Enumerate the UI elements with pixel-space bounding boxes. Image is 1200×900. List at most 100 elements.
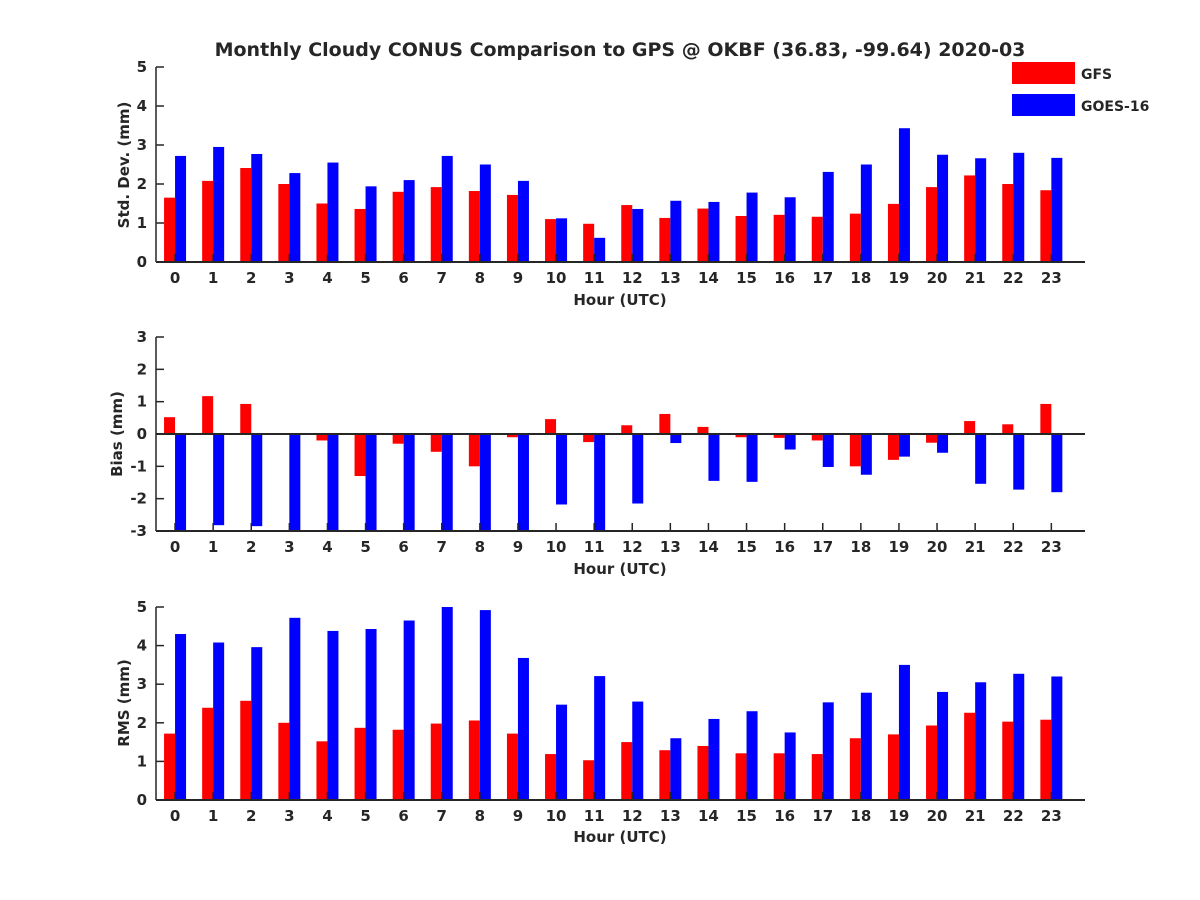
bar-gfs-hour-15 xyxy=(735,215,747,262)
bar-gfs-hour-1 xyxy=(202,180,214,262)
bar-goes-hour-6 xyxy=(403,620,415,800)
x-tick-label: 3 xyxy=(284,269,294,287)
bar-goes-hour-21 xyxy=(975,158,987,262)
x-tick-label: 4 xyxy=(322,538,332,556)
bar-goes-hour-19 xyxy=(898,128,910,262)
bar-goes-hour-19 xyxy=(898,664,910,800)
y-tick-label: 1 xyxy=(137,393,147,411)
bar-goes-hour-14 xyxy=(708,718,720,800)
bar-gfs-hour-0 xyxy=(164,197,176,262)
y-tick-label: 0 xyxy=(137,253,147,271)
x-tick-label: 2 xyxy=(246,807,256,825)
bar-gfs-hour-19 xyxy=(887,434,899,460)
bar-goes-hour-12 xyxy=(632,434,644,504)
bar-goes-hour-18 xyxy=(860,164,872,262)
x-tick-label: 8 xyxy=(475,538,485,556)
y-axis-label: Bias (mm) xyxy=(108,391,126,477)
x-tick-label: 17 xyxy=(812,269,833,287)
x-tick-label: 16 xyxy=(774,807,795,825)
x-tick-label: 21 xyxy=(965,269,986,287)
bar-goes-hour-4 xyxy=(327,630,339,800)
bar-gfs-hour-9 xyxy=(506,434,518,438)
legend-label-gfs: GFS xyxy=(1081,67,1112,83)
x-tick-label: 1 xyxy=(208,538,218,556)
bar-gfs-hour-18 xyxy=(849,213,861,262)
bar-gfs-hour-1 xyxy=(202,396,214,434)
bar-goes-hour-6 xyxy=(403,434,415,531)
bar-goes-hour-5 xyxy=(365,629,377,800)
bar-goes-hour-23 xyxy=(1051,157,1063,262)
bar-gfs-hour-11 xyxy=(583,434,595,443)
bar-gfs-hour-18 xyxy=(849,434,861,467)
x-tick-label: 17 xyxy=(812,807,833,825)
chart-title: Monthly Cloudy CONUS Comparison to GPS @… xyxy=(215,39,1026,61)
bar-goes-hour-19 xyxy=(898,434,910,457)
x-tick-label: 11 xyxy=(584,269,605,287)
bar-gfs-hour-16 xyxy=(773,214,785,262)
bar-goes-hour-17 xyxy=(822,434,834,467)
bar-gfs-hour-10 xyxy=(545,419,557,434)
bar-goes-hour-21 xyxy=(975,682,987,800)
bar-gfs-hour-20 xyxy=(926,187,938,262)
bar-goes-hour-8 xyxy=(479,164,491,262)
bar-gfs-hour-9 xyxy=(506,194,518,262)
x-tick-label: 22 xyxy=(1003,538,1024,556)
x-tick-label: 5 xyxy=(360,538,370,556)
x-tick-label: 1 xyxy=(208,807,218,825)
bar-gfs-hour-8 xyxy=(468,720,480,800)
x-tick-label: 12 xyxy=(622,807,643,825)
bar-gfs-hour-12 xyxy=(621,742,633,800)
x-tick-label: 17 xyxy=(812,538,833,556)
x-tick-label: 5 xyxy=(360,807,370,825)
y-tick-label: -2 xyxy=(130,490,147,508)
x-tick-label: 6 xyxy=(398,269,408,287)
bar-gfs-hour-2 xyxy=(240,168,252,262)
x-tick-label: 11 xyxy=(584,807,605,825)
bar-goes-hour-13 xyxy=(670,200,682,262)
x-tick-label: 10 xyxy=(546,807,567,825)
x-tick-label: 15 xyxy=(736,538,757,556)
bar-gfs-hour-20 xyxy=(926,434,938,443)
bar-goes-hour-12 xyxy=(632,208,644,262)
bar-gfs-hour-21 xyxy=(964,175,976,262)
bar-goes-hour-13 xyxy=(670,738,682,800)
bar-gfs-hour-9 xyxy=(506,733,518,800)
bar-gfs-hour-17 xyxy=(811,434,823,441)
bar-gfs-hour-4 xyxy=(316,741,328,800)
x-tick-label: 16 xyxy=(774,269,795,287)
x-tick-label: 4 xyxy=(322,269,332,287)
x-tick-label: 19 xyxy=(889,538,910,556)
bar-gfs-hour-1 xyxy=(202,707,214,800)
bar-gfs-hour-6 xyxy=(392,434,404,444)
bar-gfs-hour-21 xyxy=(964,712,976,800)
bar-goes-hour-4 xyxy=(327,162,339,262)
y-tick-label: 2 xyxy=(137,714,147,732)
x-tick-label: 8 xyxy=(475,269,485,287)
x-tick-label: 0 xyxy=(170,269,180,287)
bar-goes-hour-18 xyxy=(860,434,872,475)
x-tick-label: 22 xyxy=(1003,807,1024,825)
x-tick-label: 19 xyxy=(889,807,910,825)
bar-gfs-hour-5 xyxy=(354,727,366,800)
bar-goes-hour-11 xyxy=(594,434,606,531)
x-tick-label: 6 xyxy=(398,807,408,825)
bar-goes-hour-9 xyxy=(517,180,529,262)
y-tick-label: 4 xyxy=(137,637,147,655)
bar-goes-hour-18 xyxy=(860,692,872,800)
bar-goes-hour-7 xyxy=(441,607,453,800)
x-tick-label: 14 xyxy=(698,269,719,287)
bar-gfs-hour-11 xyxy=(583,760,595,800)
x-tick-label: 7 xyxy=(437,269,447,287)
bar-goes-hour-2 xyxy=(251,647,263,800)
y-tick-label: 5 xyxy=(137,58,147,76)
bar-gfs-hour-16 xyxy=(773,434,785,438)
bar-goes-hour-5 xyxy=(365,186,377,262)
bar-gfs-hour-23 xyxy=(1040,190,1052,262)
bar-goes-hour-14 xyxy=(708,434,720,481)
x-tick-label: 3 xyxy=(284,538,294,556)
bar-goes-hour-22 xyxy=(1013,434,1025,490)
x-tick-label: 15 xyxy=(736,269,757,287)
bar-goes-hour-4 xyxy=(327,434,339,531)
